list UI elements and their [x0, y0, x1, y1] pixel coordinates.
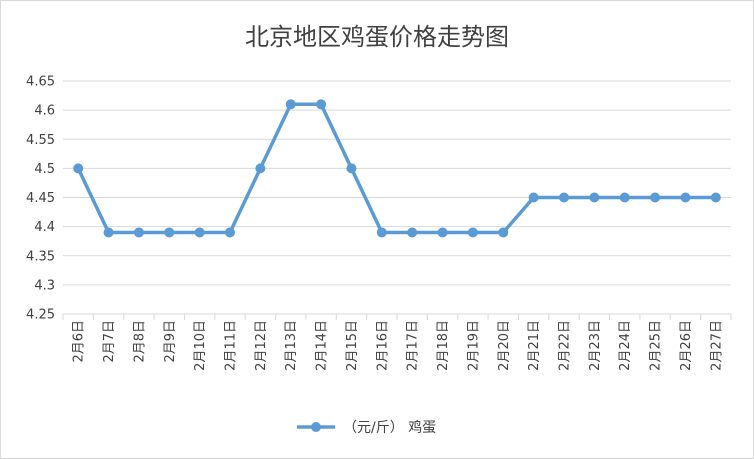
x-tick-label: 2月16日 — [375, 320, 390, 371]
data-point — [103, 227, 114, 238]
y-tick-label: 4.6 — [34, 104, 55, 119]
series-egg — [73, 99, 721, 238]
data-point — [133, 227, 144, 238]
x-tick-label: 2月17日 — [406, 320, 421, 371]
data-point — [407, 227, 418, 238]
data-point — [559, 192, 569, 203]
x-tick-label: 2月11日 — [224, 320, 239, 371]
data-point — [589, 192, 600, 203]
data-point — [255, 163, 266, 174]
x-tick-label: 2月15日 — [345, 320, 360, 371]
y-axis-ticks: 4.25 4.3 4.35 4.4 4.45 4.5 4.55 4.6 4.65 — [26, 75, 55, 323]
data-point — [316, 99, 327, 110]
x-tick-label: 2月14日 — [315, 320, 330, 371]
data-point — [437, 227, 448, 238]
x-tick-label: 2月8日 — [132, 320, 147, 363]
x-tick-label: 2月12日 — [254, 320, 269, 371]
data-point — [467, 227, 478, 238]
y-tick-label: 4.55 — [26, 133, 55, 148]
y-tick-label: 4.3 — [34, 278, 55, 293]
y-tick-label: 4.65 — [26, 75, 55, 90]
gridlines — [63, 80, 731, 315]
data-point — [73, 163, 84, 174]
data-point — [194, 227, 205, 238]
y-tick-label: 4.4 — [34, 220, 55, 235]
x-tick-label: 2月7日 — [102, 320, 117, 363]
data-point — [680, 192, 691, 203]
data-point — [376, 227, 387, 238]
x-tick-label: 2月24日 — [618, 320, 633, 371]
x-tick-label: 2月27日 — [709, 320, 724, 371]
x-tick-label: 2月18日 — [436, 320, 451, 371]
legend-marker-swatch — [311, 422, 321, 432]
chart-title: 北京地区鸡蛋价格走势图 — [245, 23, 509, 51]
data-point — [710, 192, 721, 203]
x-tick-label: 2月20日 — [497, 320, 512, 371]
x-tick-label: 2月10日 — [193, 320, 208, 371]
data-point — [619, 192, 630, 203]
x-axis: 2月6日 2月7日 2月8日 2月9日 2月10日 2月11日 2月12日 2月13日 2月14… — [62, 314, 732, 371]
data-point — [498, 227, 509, 238]
x-tick-label: 2月21日 — [527, 320, 542, 371]
x-tick-label: 2月19日 — [466, 320, 481, 371]
x-tick-label: 2月22日 — [558, 320, 573, 371]
data-point — [346, 163, 357, 174]
x-tick-label: 2月26日 — [679, 320, 694, 371]
data-point — [164, 227, 175, 238]
data-point — [528, 192, 539, 203]
x-tick-label: 2月23日 — [588, 320, 603, 371]
legend: （元/斤） 鸡蛋 — [297, 419, 436, 436]
data-point — [285, 99, 296, 110]
series-line — [76, 102, 718, 235]
y-tick-label: 4.25 — [26, 308, 55, 323]
data-point — [650, 192, 661, 203]
x-tick-label: 2月13日 — [284, 320, 299, 371]
data-point — [225, 227, 235, 238]
y-tick-label: 4.45 — [26, 191, 55, 206]
x-tick-label: 2月6日 — [72, 320, 87, 363]
y-tick-label: 4.35 — [26, 249, 55, 264]
x-tick-label: 2月9日 — [163, 320, 178, 363]
x-tick-label: 2月25日 — [649, 320, 664, 371]
legend-label: （元/斤） 鸡蛋 — [343, 419, 436, 436]
y-tick-label: 4.5 — [34, 162, 55, 177]
